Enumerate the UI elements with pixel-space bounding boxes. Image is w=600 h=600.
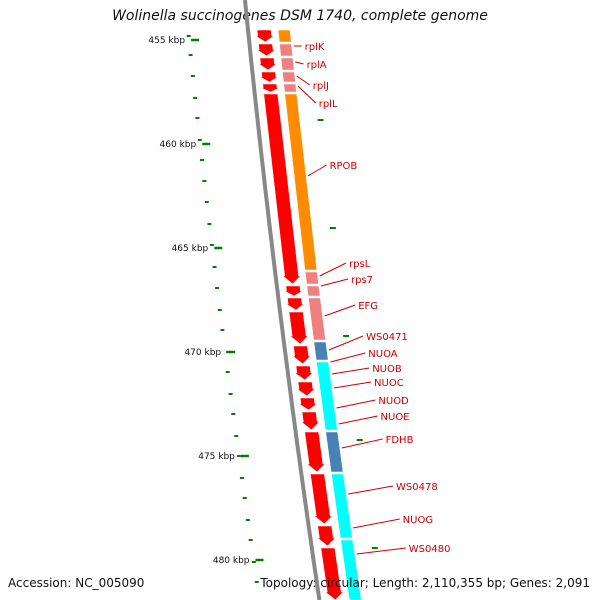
accession-label: Accession: NC_005090 xyxy=(8,576,145,590)
cds-arrow xyxy=(288,311,309,345)
gene-leader-line xyxy=(320,278,349,287)
cds-arrow xyxy=(291,345,312,365)
gene-label: WS0480 xyxy=(409,544,451,555)
gene-leader-line xyxy=(341,438,383,449)
gene-label: NUOC xyxy=(374,378,404,389)
gene-leader-line xyxy=(352,518,400,529)
gene-leader-line xyxy=(319,262,347,277)
cds-arrow xyxy=(320,547,344,600)
gene-leader-line xyxy=(330,352,366,363)
kbp-label: 480 kbp xyxy=(213,556,250,566)
gene-leader-line xyxy=(348,485,394,495)
gene-label: NUOD xyxy=(378,396,409,407)
gene-feature-band xyxy=(308,297,326,341)
gene-leader-line xyxy=(331,367,370,375)
backbone-line xyxy=(243,0,322,600)
gene-leader-line xyxy=(324,304,356,317)
map-title: Wolinella succinogenes DSM 1740, complet… xyxy=(112,8,488,24)
cds-arrow xyxy=(300,411,321,431)
gene-label: rplJ xyxy=(313,81,329,92)
gene-feature-band xyxy=(306,285,321,297)
cds-arrow xyxy=(285,297,306,311)
gene-label: NUOE xyxy=(381,412,410,423)
kbp-label: 455 kbp xyxy=(148,36,185,46)
gene-feature-band xyxy=(325,431,344,473)
cds-arrow xyxy=(260,83,280,93)
gene-feature-band xyxy=(304,271,319,285)
cds-arrow xyxy=(296,381,316,397)
cds-arrow xyxy=(310,473,333,525)
gene-label: WS0471 xyxy=(366,332,408,343)
gene-label: NUOG xyxy=(403,515,433,526)
cds-arrow xyxy=(256,43,277,57)
gene-leader-line xyxy=(356,547,406,555)
gene-label: NUOB xyxy=(372,364,402,375)
cds-arrow xyxy=(257,57,278,71)
gene-leader-line xyxy=(296,75,311,86)
gene-label: FDHB xyxy=(386,435,414,446)
gene-feature-band xyxy=(316,361,338,431)
gene-feature-band xyxy=(282,71,296,83)
genome-stats-label: Topology: circular; Length: 2,110,355 bp… xyxy=(260,576,590,590)
gene-feature-band xyxy=(284,93,318,271)
gene-label: rps7 xyxy=(351,275,373,286)
kbp-label: 465 kbp xyxy=(172,244,209,254)
kbp-label: 460 kbp xyxy=(160,140,197,150)
gene-feature-band xyxy=(280,57,295,71)
gene-feature-band xyxy=(283,83,297,93)
gene-leader-line xyxy=(295,61,304,65)
cds-arrow xyxy=(304,431,326,473)
gene-feature-band xyxy=(313,341,329,361)
gene-label: rpsL xyxy=(349,259,371,270)
gene-leader-line xyxy=(328,335,364,351)
gene-feature-band xyxy=(277,29,292,43)
gene-feature-band xyxy=(340,539,362,600)
gene-feature-band xyxy=(279,43,294,57)
gene-feature-band xyxy=(331,473,353,539)
cds-arrow xyxy=(297,397,318,411)
gene-leader-line xyxy=(336,399,376,409)
cds-arrow xyxy=(263,93,302,285)
gene-leader-line xyxy=(297,85,317,104)
kbp-label: 475 kbp xyxy=(198,452,235,462)
gene-label: rplL xyxy=(319,99,338,110)
gene-label: RPOB xyxy=(330,161,358,172)
cds-arrow xyxy=(293,365,314,381)
gene-label: NUOA xyxy=(368,349,397,360)
gene-label: WS0478 xyxy=(396,482,438,493)
cds-arrow xyxy=(254,29,275,43)
cds-arrow xyxy=(259,71,280,83)
gene-leader-line xyxy=(307,164,327,177)
gene-leader-line xyxy=(333,381,372,389)
gene-leader-line xyxy=(338,415,378,425)
cds-arrow xyxy=(316,525,337,547)
gene-label: rplA xyxy=(307,60,327,71)
gene-label: rplK xyxy=(305,42,325,53)
cds-arrow xyxy=(284,285,304,297)
gene-label: EFG xyxy=(358,301,378,312)
kbp-label: 470 kbp xyxy=(184,348,221,358)
